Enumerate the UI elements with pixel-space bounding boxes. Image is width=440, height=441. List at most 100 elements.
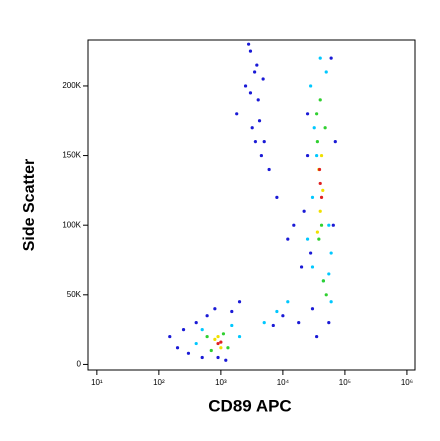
event-dot	[237, 300, 242, 304]
event-dot	[219, 346, 223, 350]
event-dot	[216, 355, 220, 360]
event-dot	[253, 140, 257, 144]
event-dot	[200, 355, 204, 360]
event-dot	[194, 321, 198, 325]
x-tick-label: 10⁶	[401, 378, 413, 387]
event-dot	[224, 358, 228, 362]
event-dot	[226, 346, 230, 350]
event-dot	[321, 279, 325, 283]
event-dot	[194, 341, 198, 346]
event-dot	[292, 223, 296, 227]
y-tick-label: 200K	[62, 81, 81, 90]
event-dot	[253, 70, 257, 74]
event-dot	[216, 341, 220, 346]
event-dot	[317, 167, 322, 172]
event-dot	[256, 98, 260, 102]
event-dot	[310, 195, 315, 199]
event-dot	[205, 334, 209, 339]
event-dot	[319, 223, 324, 227]
event-dot	[305, 112, 310, 116]
event-dot	[319, 153, 324, 158]
event-dot	[315, 112, 319, 116]
event-dot	[213, 307, 217, 311]
event-dot	[305, 153, 310, 158]
x-tick-label: 10⁵	[339, 378, 351, 387]
event-dot	[318, 56, 322, 60]
x-axis-label: CD89 APC	[208, 396, 291, 415]
event-dot	[315, 140, 319, 144]
event-dot	[230, 323, 234, 328]
event-dot	[309, 84, 313, 88]
event-dot	[318, 181, 322, 186]
event-dot	[209, 348, 213, 353]
event-dot	[329, 56, 333, 60]
x-tick-label: 10⁴	[277, 378, 290, 387]
event-dot	[248, 49, 253, 53]
event-dot	[216, 334, 220, 339]
event-dot	[275, 195, 279, 199]
event-dot	[235, 112, 239, 116]
event-dot	[329, 300, 333, 304]
event-dot	[323, 126, 327, 130]
event-dot	[318, 98, 322, 102]
event-dot	[261, 77, 265, 81]
event-dot	[259, 153, 263, 158]
event-dot	[324, 293, 328, 297]
x-tick-label: 10¹	[91, 378, 103, 387]
x-tick-label: 10³	[215, 378, 227, 387]
event-dot	[318, 209, 322, 213]
event-dot	[247, 42, 251, 46]
event-dot	[309, 251, 313, 255]
event-dot	[327, 272, 331, 276]
event-dot	[327, 223, 331, 227]
y-tick-label: 50K	[67, 290, 82, 299]
event-dot	[324, 70, 328, 74]
event-dot	[327, 321, 331, 325]
event-dot	[271, 323, 275, 328]
event-dot	[333, 140, 337, 144]
event-dot	[255, 63, 259, 67]
event-dot	[257, 119, 262, 123]
event-dot	[310, 265, 315, 269]
event-dot	[331, 223, 335, 227]
event-dot	[186, 351, 191, 355]
event-dot	[329, 251, 333, 255]
event-dot	[243, 84, 248, 88]
event-dot	[286, 300, 290, 304]
event-dot	[262, 140, 266, 144]
event-dot	[275, 309, 279, 314]
event-dot	[205, 314, 209, 318]
event-dot	[312, 126, 316, 130]
y-axis-label: Side Scatter	[21, 159, 38, 251]
event-dot	[213, 337, 217, 341]
event-dot	[250, 126, 254, 130]
y-tick-label: 100K	[62, 220, 81, 229]
event-dot	[248, 91, 253, 95]
y-tick-label: 0	[77, 360, 82, 369]
y-tick-label: 150K	[62, 151, 81, 160]
event-dot	[302, 209, 306, 213]
event-dot	[297, 321, 301, 325]
event-dot	[305, 237, 310, 241]
plot-frame	[87, 39, 416, 371]
event-dot	[286, 237, 290, 241]
event-dot	[310, 307, 315, 311]
event-dot	[281, 314, 285, 318]
event-dot	[321, 188, 325, 192]
event-dot	[317, 237, 321, 241]
event-dot	[237, 334, 242, 339]
event-dot	[267, 167, 271, 172]
event-dot	[219, 340, 223, 344]
event-dot	[262, 321, 266, 325]
event-dot	[299, 265, 304, 269]
event-dot	[168, 334, 172, 339]
event-dot	[315, 230, 319, 234]
event-dot	[315, 153, 319, 158]
event-dot	[181, 328, 186, 332]
event-dot	[221, 332, 226, 336]
event-dot	[175, 346, 180, 350]
x-tick-label: 10²	[153, 378, 165, 387]
event-dot	[200, 328, 204, 332]
event-dot	[315, 334, 319, 339]
